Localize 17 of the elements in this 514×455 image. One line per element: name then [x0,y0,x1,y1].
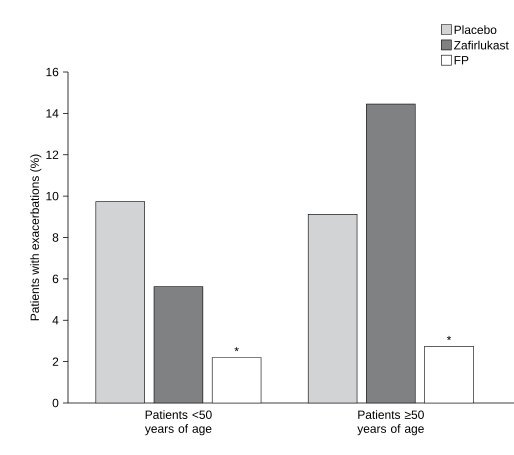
legend-label: FP [454,56,468,64]
y-tick-label: 10 [46,192,58,200]
y-tick-label: 12 [46,150,58,159]
annotation: * [234,347,239,352]
x-tick-label: Patients ≥50 years of age [357,410,424,436]
legend-label: Placebo [454,25,496,34]
y-tick-label: 2 [52,357,58,366]
y-tick-label: 16 [46,68,58,76]
y-tick-label: 8 [52,233,58,242]
y-tick-label: 0 [52,398,58,408]
y-tick-label: 6 [52,274,58,284]
y-axis-title: Patients with exacerbations (%) [30,154,42,320]
y-tick-label: 4 [52,316,58,324]
annotation: * [446,336,452,340]
x-tick-label: Patients <50 years of age [144,410,212,436]
legend-label: Zafirlukast [454,40,509,50]
y-tick-label: 14 [46,109,58,118]
